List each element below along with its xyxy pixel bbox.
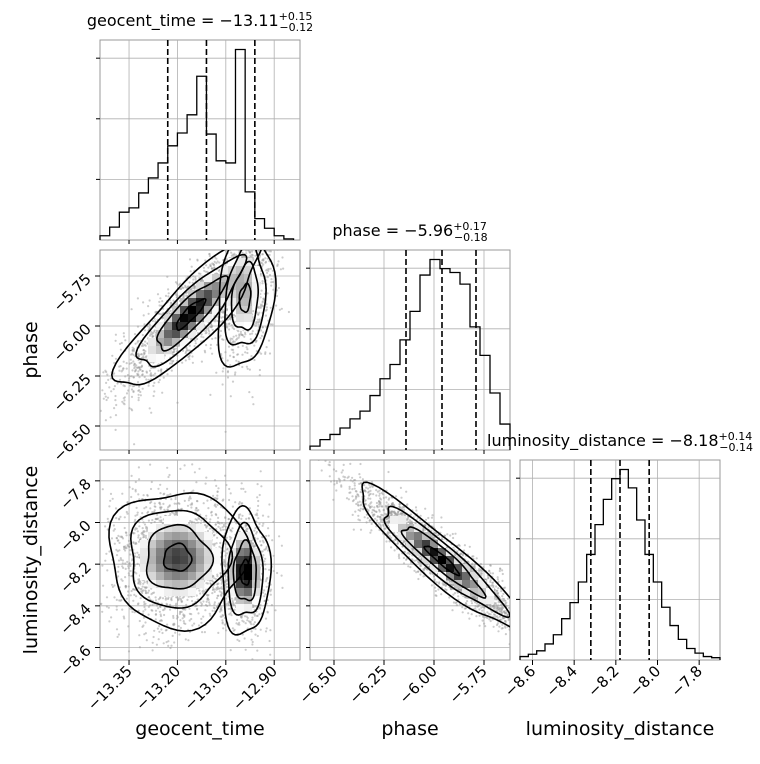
y-tick-label: −8.2 xyxy=(56,558,94,596)
y-axis-label-luminosity_distance: luminosity_distance xyxy=(20,466,42,655)
y-tick-label: −6.25 xyxy=(50,370,95,415)
x-tick-label: −12.90 xyxy=(229,662,281,714)
title-luminosity_distance: luminosity_distance = −8.18+0.14−0.14 xyxy=(487,430,753,454)
x-tick-label: −5.75 xyxy=(446,662,491,707)
y-tick-label: −8.4 xyxy=(56,600,94,638)
x-tick-label: −8.4 xyxy=(543,662,581,700)
x-axis-label-luminosity_distance: luminosity_distance xyxy=(526,718,715,740)
x-tick-label: −8.6 xyxy=(501,662,539,700)
x-tick-label: −13.05 xyxy=(181,662,233,714)
y-tick-label: −6.00 xyxy=(50,320,95,365)
histogram-phase xyxy=(310,260,510,450)
x-tick-label: −6.25 xyxy=(346,662,391,707)
x-tick-label: −8.0 xyxy=(626,662,664,700)
y-tick-label: −7.8 xyxy=(56,475,94,513)
y-tick-label: −5.75 xyxy=(50,270,95,315)
title-geocent_time: geocent_time = −13.11+0.15−0.12 xyxy=(87,10,313,34)
x-tick-label: −13.20 xyxy=(132,662,184,714)
x-axis-label-phase: phase xyxy=(381,718,438,740)
x-tick-label: −8.2 xyxy=(584,662,622,700)
y-axis-label-phase: phase xyxy=(20,321,42,378)
title-phase: phase = −5.96+0.17−0.18 xyxy=(332,220,487,244)
y-tick-label: −6.50 xyxy=(50,420,95,465)
panel-frame xyxy=(100,40,300,240)
x-tick-label: −13.35 xyxy=(84,662,136,714)
x-tick-label: −6.50 xyxy=(296,662,341,707)
y-tick-label: −8.0 xyxy=(56,517,94,555)
x-axis-label-geocent_time: geocent_time xyxy=(135,718,264,740)
x-tick-label: −6.00 xyxy=(396,662,441,707)
y-tick-label: −8.6 xyxy=(56,642,94,680)
x-tick-label: −7.8 xyxy=(668,662,706,700)
